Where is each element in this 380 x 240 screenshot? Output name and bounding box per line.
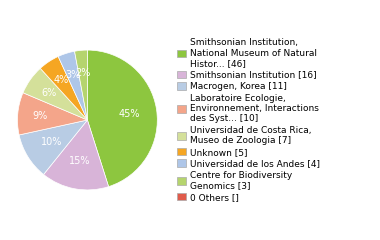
Text: 15%: 15% [69,156,90,166]
Wedge shape [40,56,87,120]
Wedge shape [19,120,87,174]
Wedge shape [17,93,87,135]
Text: 45%: 45% [118,108,139,119]
Text: 10%: 10% [41,137,62,147]
Wedge shape [44,120,109,190]
Legend: Smithsonian Institution,
National Museum of Natural
Histor... [46], Smithsonian : Smithsonian Institution, National Museum… [177,38,320,202]
Text: 3%: 3% [65,70,81,80]
Text: 4%: 4% [54,75,69,85]
Wedge shape [58,51,87,120]
Wedge shape [87,50,157,187]
Wedge shape [74,50,87,120]
Text: 6%: 6% [41,88,56,97]
Wedge shape [23,68,87,120]
Text: 2%: 2% [75,68,91,78]
Text: 9%: 9% [32,111,48,121]
